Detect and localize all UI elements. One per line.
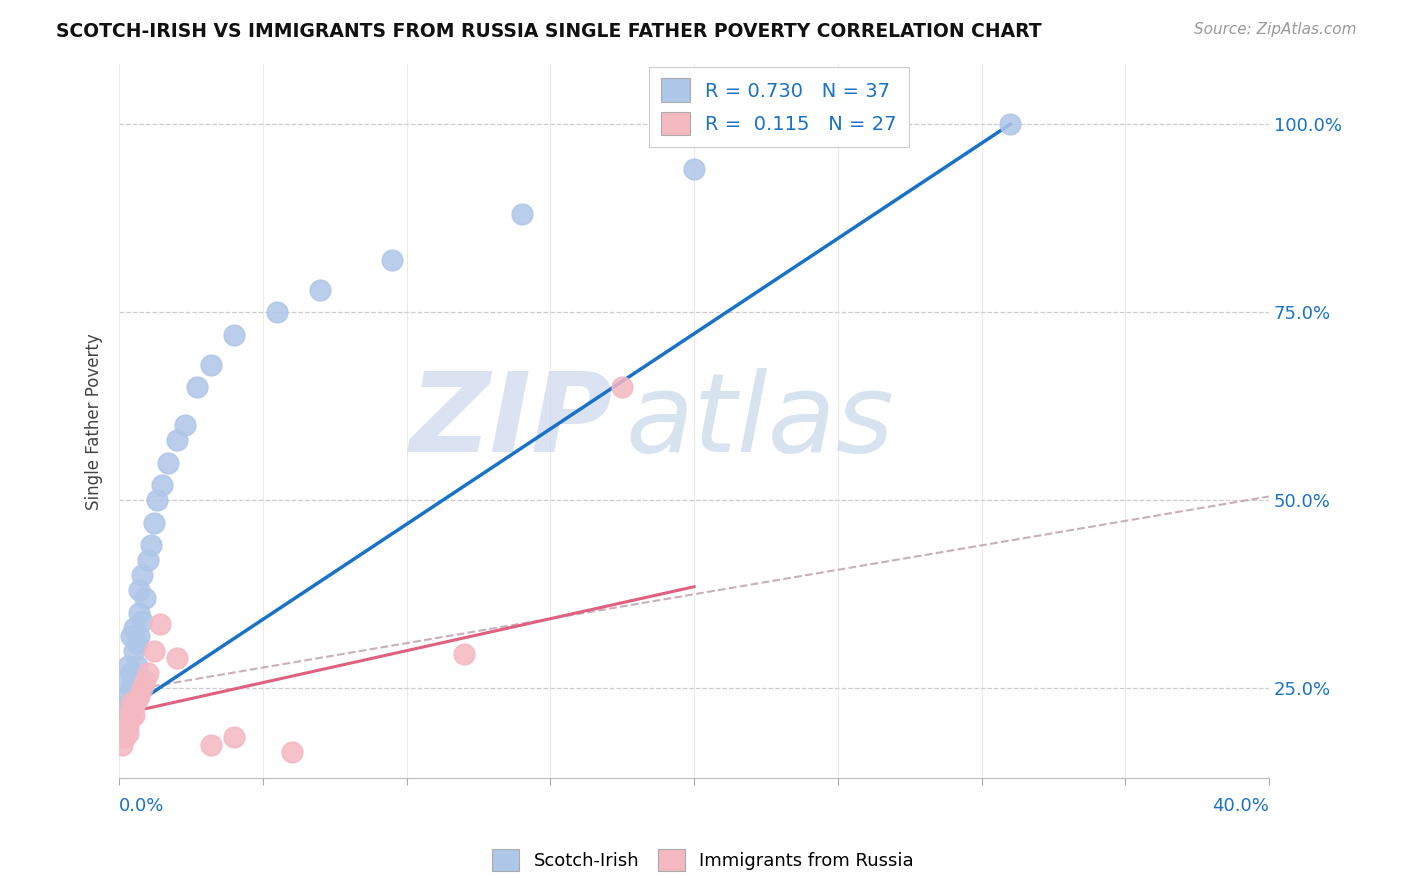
- Point: [122, 673, 145, 688]
- Text: ZIP: ZIP: [411, 368, 613, 475]
- Point: [224, 327, 246, 342]
- Point: [114, 730, 136, 744]
- Point: [117, 726, 139, 740]
- Point: [381, 252, 404, 267]
- Point: [134, 591, 156, 605]
- Point: [1000, 117, 1022, 131]
- Point: [134, 673, 156, 688]
- Point: [117, 689, 139, 703]
- Point: [122, 707, 145, 722]
- Point: [128, 606, 150, 620]
- Legend: R = 0.730   N = 37, R =  0.115   N = 27: R = 0.730 N = 37, R = 0.115 N = 27: [650, 67, 908, 147]
- Point: [453, 648, 475, 662]
- Point: [142, 643, 165, 657]
- Point: [111, 723, 134, 737]
- Point: [166, 433, 188, 447]
- Point: [117, 707, 139, 722]
- Point: [120, 681, 142, 696]
- Point: [120, 629, 142, 643]
- Point: [139, 538, 162, 552]
- Point: [266, 305, 288, 319]
- Point: [120, 666, 142, 681]
- Legend: Scotch-Irish, Immigrants from Russia: Scotch-Irish, Immigrants from Russia: [485, 842, 921, 879]
- Text: 40.0%: 40.0%: [1212, 797, 1270, 815]
- Point: [128, 689, 150, 703]
- Point: [120, 711, 142, 725]
- Point: [166, 651, 188, 665]
- Point: [157, 456, 180, 470]
- Point: [131, 568, 153, 582]
- Point: [114, 704, 136, 718]
- Point: [280, 745, 302, 759]
- Point: [128, 583, 150, 598]
- Point: [683, 162, 706, 177]
- Point: [122, 621, 145, 635]
- Point: [131, 614, 153, 628]
- Point: [122, 643, 145, 657]
- Point: [224, 730, 246, 744]
- Point: [111, 738, 134, 752]
- Point: [510, 207, 533, 221]
- Point: [111, 700, 134, 714]
- Point: [114, 723, 136, 737]
- Point: [111, 707, 134, 722]
- Point: [309, 283, 332, 297]
- Point: [148, 617, 170, 632]
- Point: [125, 636, 148, 650]
- Text: SCOTCH-IRISH VS IMMIGRANTS FROM RUSSIA SINGLE FATHER POVERTY CORRELATION CHART: SCOTCH-IRISH VS IMMIGRANTS FROM RUSSIA S…: [56, 22, 1042, 41]
- Point: [136, 553, 159, 567]
- Point: [114, 715, 136, 730]
- Text: atlas: atlas: [626, 368, 894, 475]
- Point: [120, 704, 142, 718]
- Point: [612, 380, 634, 394]
- Point: [136, 666, 159, 681]
- Point: [120, 696, 142, 710]
- Point: [131, 681, 153, 696]
- Point: [114, 673, 136, 688]
- Text: 0.0%: 0.0%: [120, 797, 165, 815]
- Point: [128, 629, 150, 643]
- Point: [186, 380, 208, 394]
- Point: [117, 719, 139, 733]
- Y-axis label: Single Father Poverty: Single Father Poverty: [86, 333, 103, 509]
- Point: [200, 358, 222, 372]
- Point: [125, 658, 148, 673]
- Point: [174, 417, 197, 432]
- Point: [150, 478, 173, 492]
- Point: [122, 700, 145, 714]
- Point: [142, 516, 165, 530]
- Text: Source: ZipAtlas.com: Source: ZipAtlas.com: [1194, 22, 1357, 37]
- Point: [111, 730, 134, 744]
- Point: [200, 738, 222, 752]
- Point: [125, 692, 148, 706]
- Point: [145, 493, 167, 508]
- Point: [117, 658, 139, 673]
